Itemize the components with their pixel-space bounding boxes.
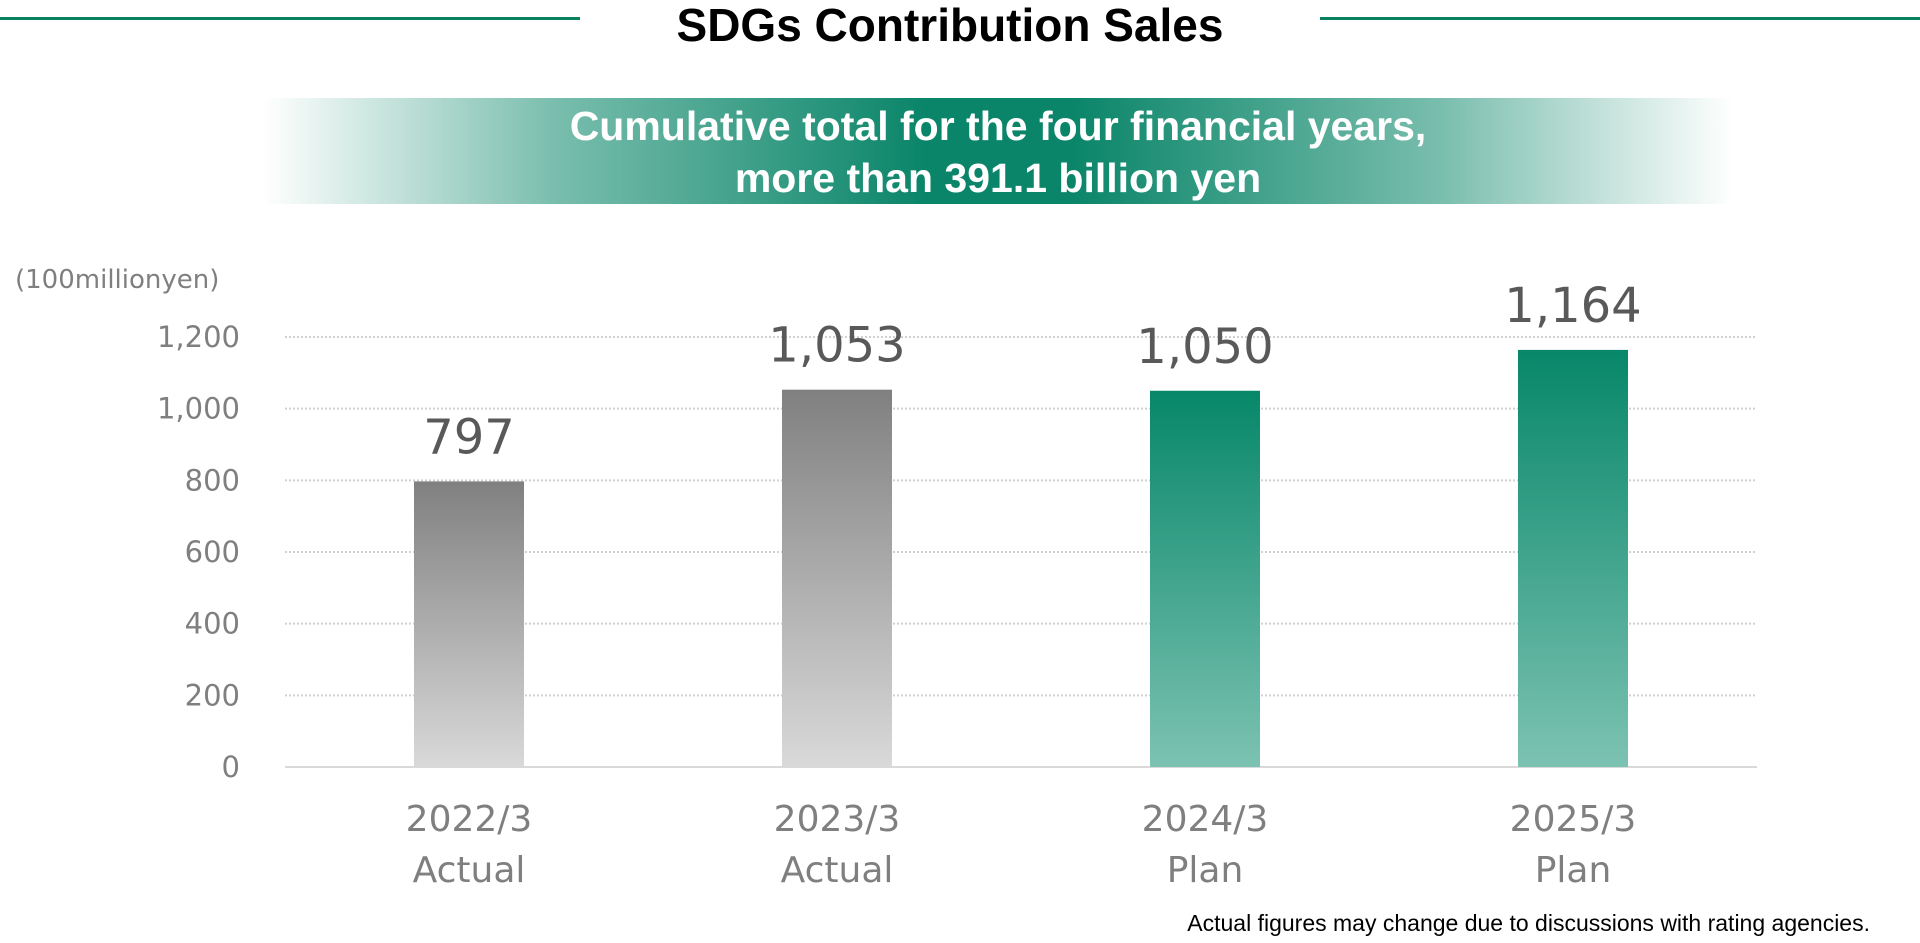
x-tick-kind: Actual — [413, 850, 526, 891]
x-tick-kind: Actual — [781, 850, 894, 891]
y-tick-label: 1,000 — [157, 392, 240, 426]
y-tick-label: 800 — [185, 463, 240, 497]
y-axis-unit-label: (100millionyen) — [15, 265, 219, 295]
y-tick-label: 0 — [222, 750, 240, 784]
y-tick-label: 1,200 — [157, 320, 240, 354]
x-tick-year: 2025/3 — [1510, 799, 1637, 840]
bar-2025-3 — [1518, 349, 1628, 767]
title-rule-right — [1320, 17, 1920, 20]
data-label: 1,053 — [768, 318, 905, 374]
footnote: Actual figures may change due to discuss… — [1187, 910, 1870, 936]
y-tick-label: 400 — [185, 607, 240, 641]
y-tick-label: 600 — [185, 535, 240, 569]
bar-2023-3 — [782, 389, 892, 767]
banner-line-1: Cumulative total for the four financial … — [569, 103, 1427, 149]
chart-title: SDGs Contribution Sales — [676, 0, 1224, 51]
x-tick-year: 2024/3 — [1142, 799, 1269, 840]
data-label: 1,050 — [1136, 319, 1273, 375]
cumulative-banner: Cumulative total for the four financial … — [263, 98, 1733, 204]
x-tick-kind: Plan — [1535, 850, 1612, 891]
data-label: 1,164 — [1504, 278, 1641, 334]
data-label: 797 — [423, 409, 515, 465]
title-rule-left — [0, 17, 580, 20]
bar-2022-3 — [414, 481, 524, 767]
x-tick-year: 2022/3 — [406, 799, 533, 840]
y-tick-label: 200 — [185, 678, 240, 712]
banner-line-2: more than 391.1 billion yen — [734, 155, 1262, 201]
bar-2024-3 — [1150, 390, 1260, 767]
x-tick-year: 2023/3 — [774, 799, 901, 840]
x-tick-kind: Plan — [1167, 850, 1244, 891]
